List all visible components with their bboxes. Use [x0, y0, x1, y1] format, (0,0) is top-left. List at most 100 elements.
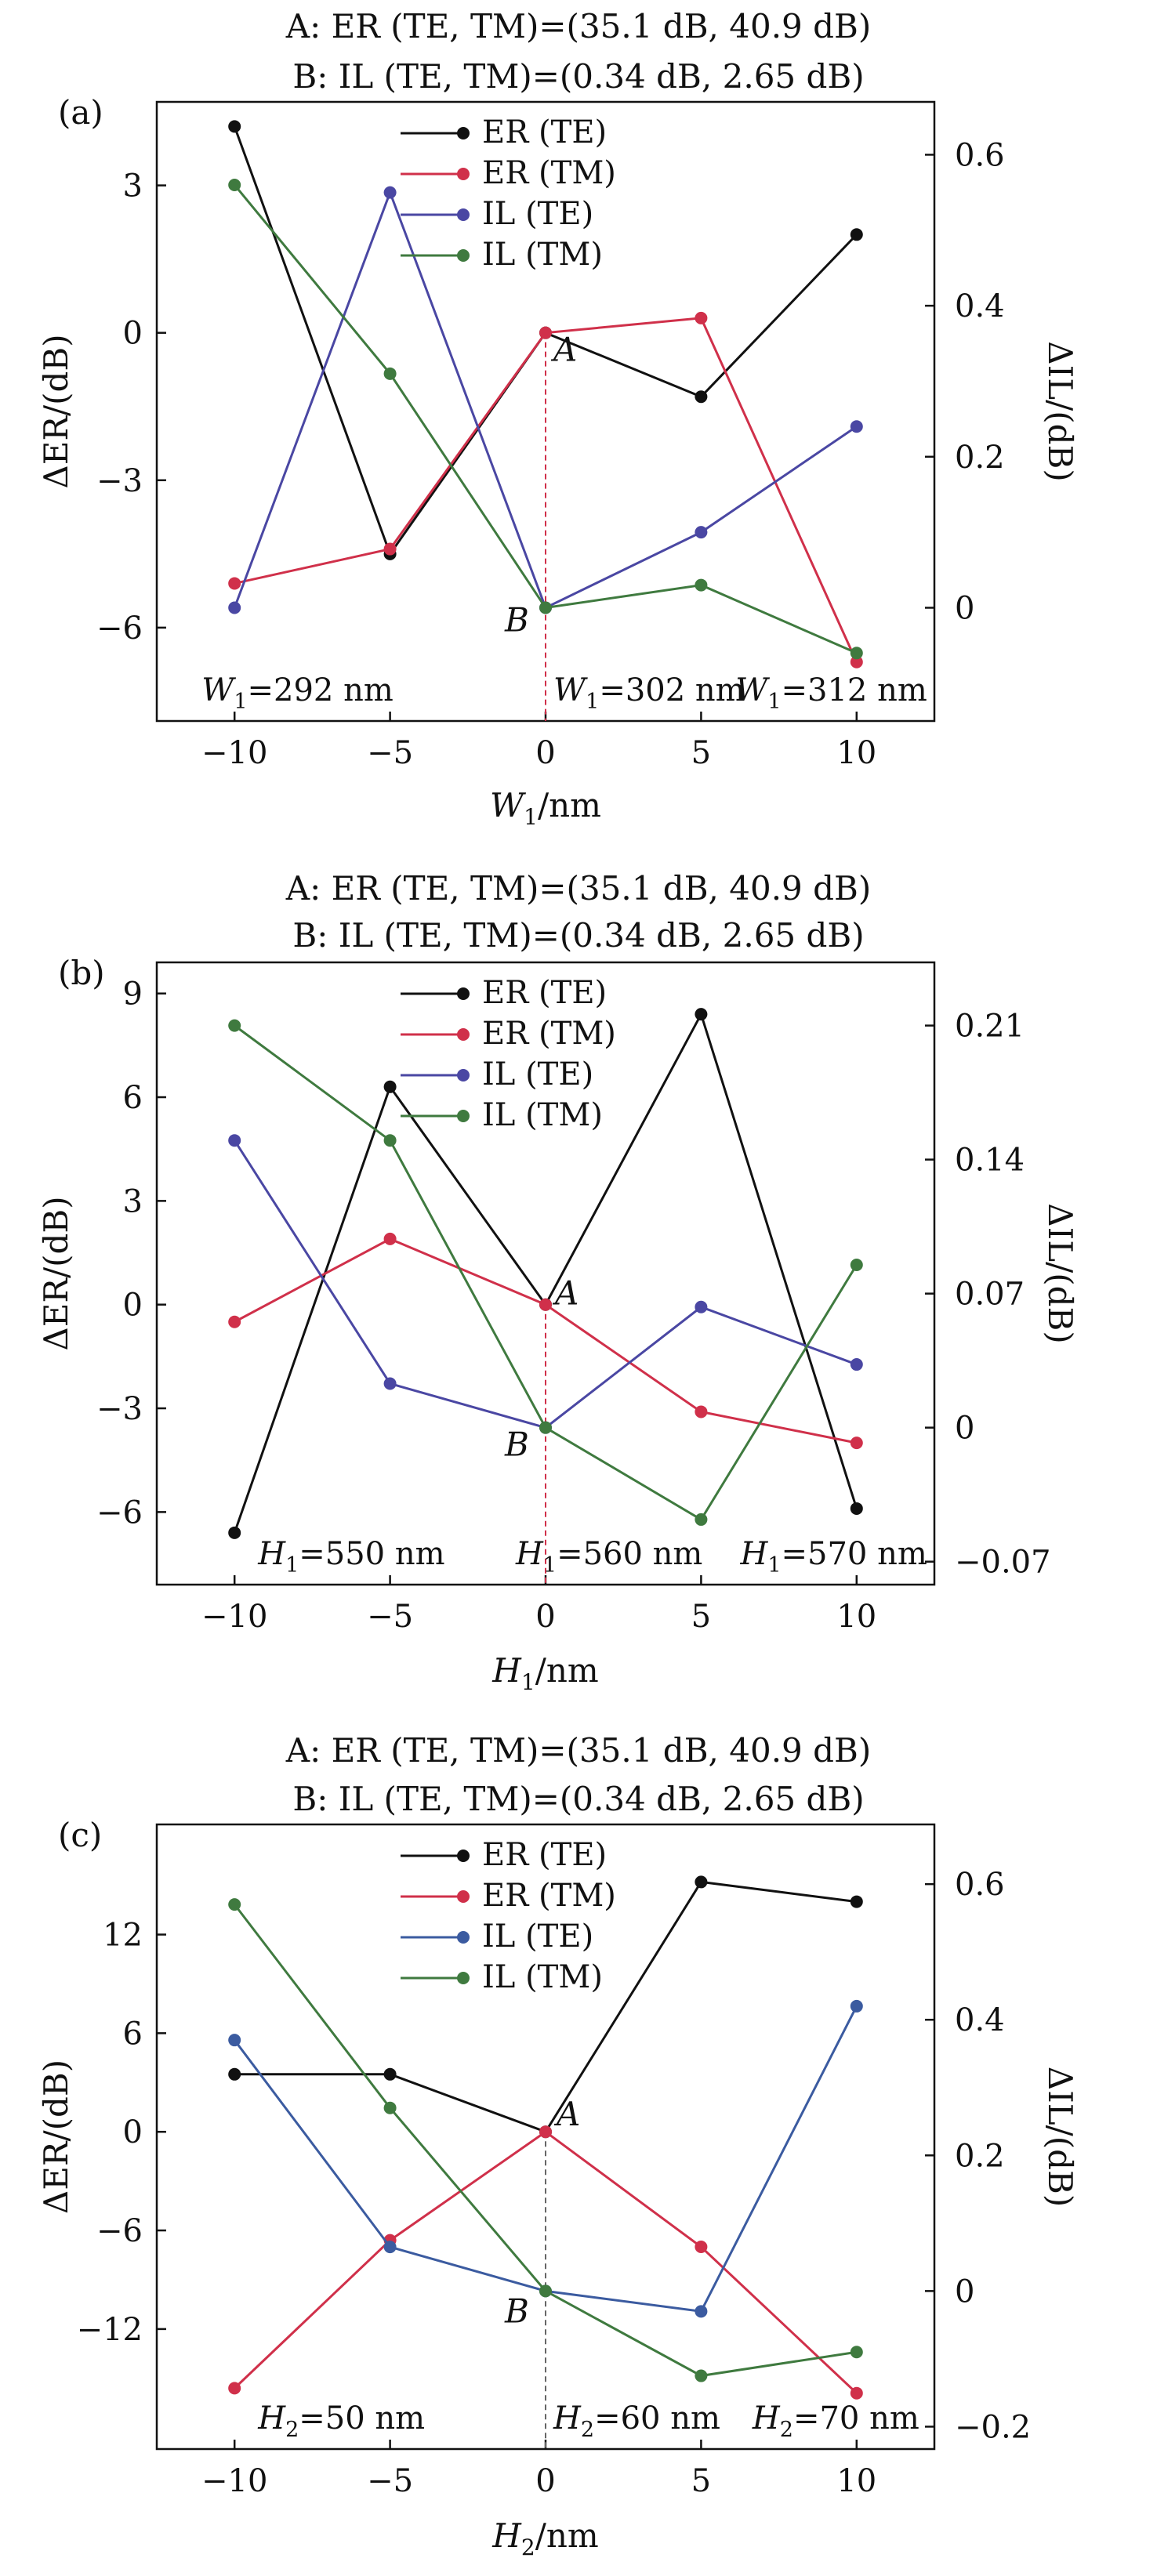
data-point	[695, 311, 708, 324]
y-right-tick-label: 0.07	[955, 1277, 1025, 1313]
data-point	[539, 2125, 552, 2139]
legend-marker	[457, 1028, 470, 1041]
point-value-label-text: =570 nm	[782, 1536, 927, 1572]
legend-marker	[457, 1069, 470, 1081]
legend-marker	[457, 208, 470, 221]
point-annotation: B	[504, 600, 529, 639]
point-value-label-subscript: 1	[234, 690, 247, 714]
point-value-label-subscript: 2	[581, 2418, 594, 2442]
data-point	[383, 1080, 397, 1093]
point-value-label-subscript: 2	[285, 2418, 299, 2442]
x-tick-label: 0	[535, 1599, 555, 1635]
point-value-label: W1=312 nm	[735, 672, 927, 714]
chart-title-line: B: IL (TE, TM)=(0.34 dB, 2.65 dB)	[292, 1780, 864, 1818]
legend-label: ER (TE)	[482, 114, 607, 150]
y-left-axis-label: ΔER/(dB)	[37, 334, 75, 488]
point-value-label: H2=70 nm	[752, 2400, 919, 2442]
data-point	[850, 2386, 863, 2400]
data-point	[695, 1008, 708, 1021]
chart-panel-2: A: ER (TE, TM)=(35.1 dB, 40.9 dB) B: IL (…	[37, 869, 1079, 1695]
point-value-label-symbol: H	[739, 1536, 768, 1572]
y-right-tick-label: 0.6	[955, 137, 1005, 173]
point-value-label-symbol: W	[735, 672, 770, 708]
point-value-label-subscript: 1	[767, 690, 781, 714]
point-value-label-subscript: 1	[543, 1553, 557, 1578]
data-point	[539, 1298, 552, 1311]
data-point	[383, 1232, 397, 1245]
y-left-tick-label: 0	[123, 316, 143, 352]
point-annotation: B	[504, 2292, 529, 2330]
data-point	[383, 2241, 397, 2254]
legend-marker	[457, 1931, 470, 1944]
data-point	[850, 1999, 863, 2013]
y-right-tick-label: 0	[955, 2273, 974, 2310]
x-axis-label: H2/nm	[491, 2516, 599, 2560]
legend-marker	[457, 1972, 470, 1984]
y-left-tick-label: 12	[103, 1918, 143, 1954]
point-value-label-subscript: 1	[767, 1553, 781, 1578]
point-value-label-symbol: H	[752, 2400, 781, 2437]
y-right-axis-label: ΔIL/(dB)	[1041, 2067, 1079, 2207]
data-point	[850, 1358, 863, 1371]
point-value-label-symbol: W	[553, 672, 588, 708]
data-point	[383, 542, 397, 556]
y-right-tick-label: 0.2	[955, 2138, 1005, 2174]
x-tick-label: 10	[836, 1599, 876, 1635]
data-point	[539, 1421, 552, 1434]
legend-label: ER (TE)	[482, 1837, 607, 1873]
x-tick-label: −5	[367, 1599, 413, 1635]
data-point	[228, 601, 241, 614]
data-point	[228, 1019, 241, 1032]
legend-label: IL (TE)	[482, 1056, 593, 1092]
data-point	[695, 1405, 708, 1418]
y-right-tick-label: 0.21	[955, 1009, 1025, 1045]
point-value-label-symbol: H	[515, 1536, 544, 1572]
y-left-axis-label: ΔER/(dB)	[37, 2060, 75, 2214]
data-point	[228, 2067, 241, 2081]
y-left-tick-label: 0	[123, 1288, 143, 1324]
x-axis-label-subscript: 2	[521, 2534, 535, 2560]
point-value-label: W1=302 nm	[553, 672, 745, 714]
legend-label: ER (TM)	[482, 1016, 616, 1052]
data-point	[850, 228, 863, 241]
x-axis-label-unit: /nm	[535, 2516, 599, 2555]
data-point	[228, 1134, 241, 1147]
data-point	[695, 1300, 708, 1313]
y-right-tick-label: 0.6	[955, 1867, 1005, 1903]
point-value-label: W1=292 nm	[201, 672, 394, 714]
data-point	[383, 186, 397, 199]
chart-title-line: A: ER (TE, TM)=(35.1 dB, 40.9 dB)	[285, 1731, 872, 1770]
data-point	[228, 2382, 241, 2395]
chart-title-line: A: ER (TE, TM)=(35.1 dB, 40.9 dB)	[285, 869, 872, 908]
y-right-axis-label: ΔIL/(dB)	[1041, 341, 1079, 481]
point-value-label-symbol: H	[553, 2400, 582, 2437]
x-tick-label: −10	[201, 2463, 267, 2499]
x-tick-label: 5	[691, 1599, 711, 1635]
data-point	[695, 578, 708, 592]
legend-marker	[457, 987, 470, 1000]
legend-label: ER (TM)	[482, 1878, 616, 1914]
point-value-label: H1=550 nm	[257, 1536, 444, 1578]
point-value-label-text: =302 nm	[599, 672, 745, 708]
legend-marker	[457, 1110, 470, 1122]
y-right-tick-label: 0.2	[955, 440, 1005, 476]
chart-title-line: B: IL (TE, TM)=(0.34 dB, 2.65 dB)	[292, 916, 864, 955]
point-value-label-subscript: 1	[586, 690, 599, 714]
data-point	[228, 1315, 241, 1328]
x-tick-label: 0	[535, 2463, 555, 2499]
point-value-label-text: =292 nm	[248, 672, 394, 708]
data-point	[695, 2369, 708, 2382]
panel-label: (c)	[58, 1816, 102, 1854]
data-point	[695, 1513, 708, 1526]
point-value-label-text: =550 nm	[299, 1536, 444, 1572]
data-point	[695, 526, 708, 539]
data-point	[228, 1526, 241, 1539]
legend-marker	[457, 1850, 470, 1862]
point-value-label-text: =560 nm	[557, 1536, 702, 1572]
point-value-label: H2=50 nm	[257, 2400, 425, 2442]
point-value-label-symbol: W	[201, 672, 236, 708]
point-annotation: A	[553, 2095, 580, 2133]
y-left-tick-label: 9	[123, 976, 143, 1013]
x-axis-label-subscript: 1	[524, 804, 538, 830]
point-value-label-symbol: H	[257, 1536, 286, 1572]
